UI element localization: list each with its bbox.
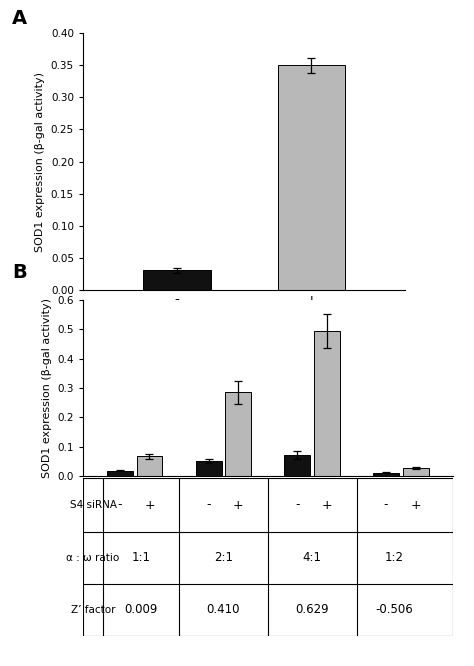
Text: -: - bbox=[295, 499, 300, 511]
Text: S4 siRNA: S4 siRNA bbox=[216, 310, 273, 323]
Bar bbox=[196, 461, 221, 476]
Bar bbox=[314, 331, 340, 476]
Y-axis label: SOD1 expression (β-gal activity): SOD1 expression (β-gal activity) bbox=[35, 71, 45, 252]
Text: +: + bbox=[233, 499, 244, 511]
Text: 0.009: 0.009 bbox=[125, 603, 158, 617]
Text: 0.629: 0.629 bbox=[295, 603, 329, 617]
Text: α : ω ratio: α : ω ratio bbox=[66, 553, 120, 563]
Text: B: B bbox=[13, 263, 27, 282]
Bar bbox=[143, 270, 210, 290]
Bar bbox=[225, 392, 251, 476]
Text: +: + bbox=[410, 499, 421, 511]
Text: -0.506: -0.506 bbox=[375, 603, 413, 617]
Bar bbox=[278, 65, 345, 290]
Text: Z’ factor: Z’ factor bbox=[71, 605, 115, 615]
Bar bbox=[137, 456, 163, 476]
Bar bbox=[284, 455, 310, 476]
Text: 1:2: 1:2 bbox=[385, 551, 404, 564]
Text: S4 siRNA: S4 siRNA bbox=[70, 500, 117, 510]
Text: -: - bbox=[206, 499, 211, 511]
Bar bbox=[373, 473, 399, 476]
Bar bbox=[403, 468, 428, 476]
Y-axis label: SOD1 expression (β-gal activity): SOD1 expression (β-gal activity) bbox=[42, 298, 52, 478]
Bar bbox=[107, 471, 133, 476]
Text: -: - bbox=[384, 499, 388, 511]
Text: 0.410: 0.410 bbox=[207, 603, 240, 617]
Text: 4:1: 4:1 bbox=[303, 551, 322, 564]
Text: -: - bbox=[118, 499, 122, 511]
Text: A: A bbox=[12, 9, 27, 28]
Text: 2:1: 2:1 bbox=[214, 551, 233, 564]
Text: 1:1: 1:1 bbox=[132, 551, 151, 564]
Text: +: + bbox=[144, 499, 155, 511]
Text: +: + bbox=[322, 499, 332, 511]
